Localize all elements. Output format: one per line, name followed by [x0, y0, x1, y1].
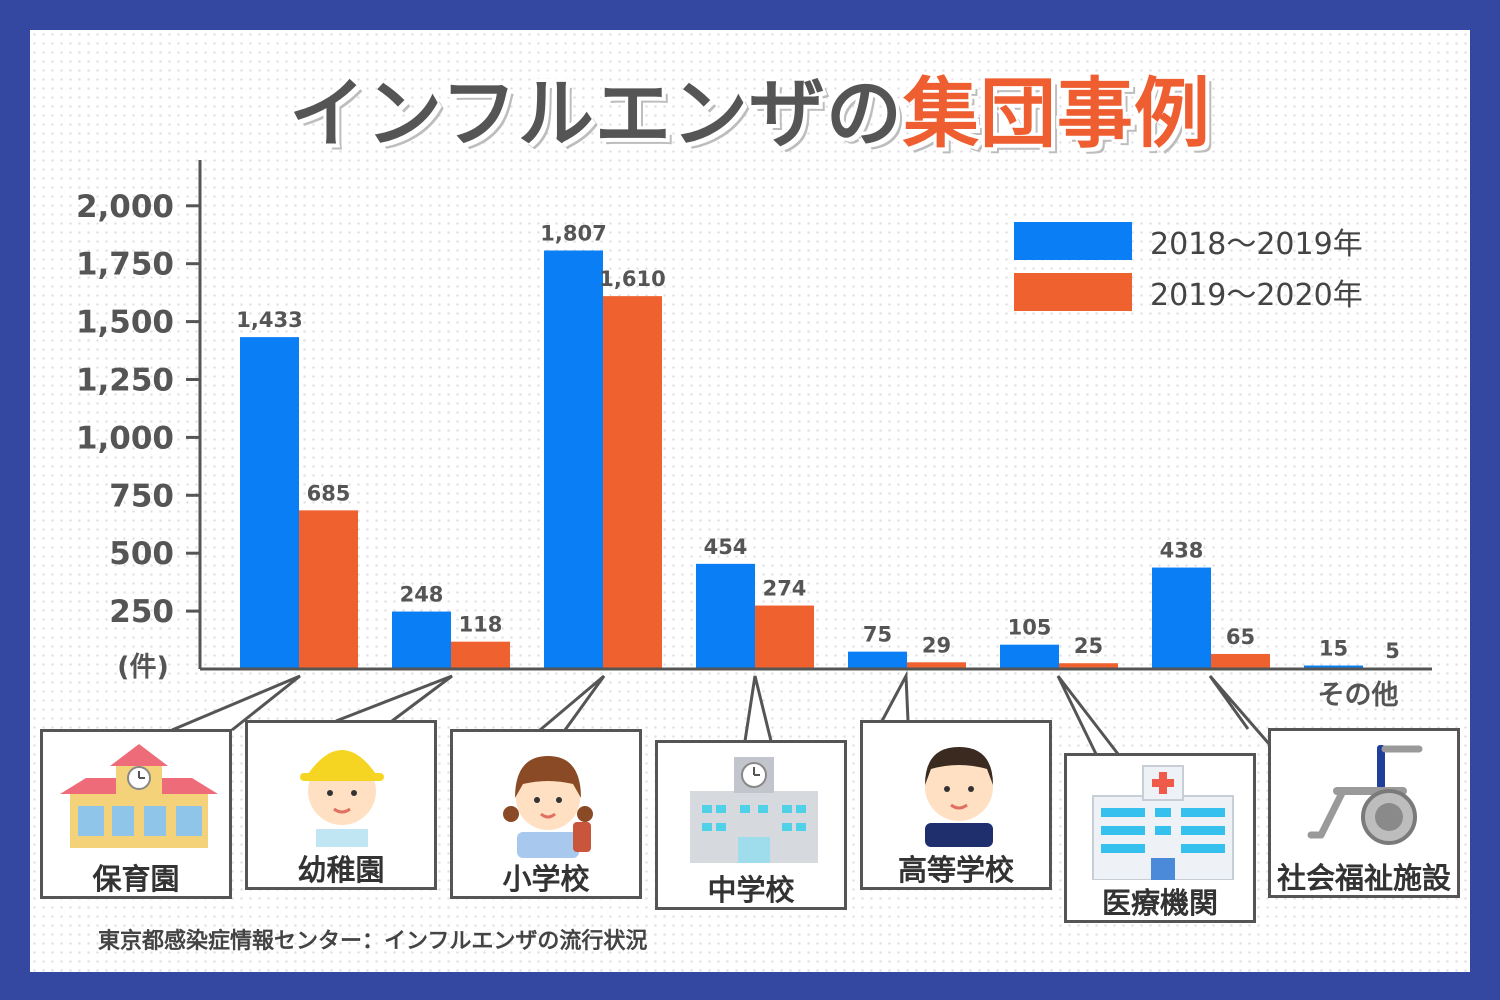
- data-label: 685: [307, 481, 351, 505]
- bar-series1: [848, 651, 907, 669]
- legend-label-series1: 2018〜2019年: [1150, 227, 1363, 262]
- bar-series1: [240, 337, 299, 669]
- category-label-other: その他: [1318, 680, 1399, 711]
- y-tick-label: 1,250: [76, 363, 174, 399]
- y-axis-ticks: 250 500 750 1,000 1,250 1,500 1,750 2,000: [76, 189, 200, 630]
- callout-connector: [880, 670, 910, 722]
- data-label: 65: [1226, 625, 1255, 649]
- data-label: 1,610: [599, 267, 665, 291]
- y-tick-label: 1,750: [76, 247, 174, 283]
- elementary-school-girl-icon: [503, 756, 593, 858]
- category-label: 高等学校: [897, 853, 1014, 887]
- data-label: 29: [922, 633, 951, 657]
- data-label: 1,433: [236, 308, 302, 332]
- data-label: 1,807: [540, 221, 606, 245]
- data-label: 25: [1074, 634, 1103, 658]
- hospital-building-icon: [1092, 765, 1234, 880]
- category-label: 中学校: [707, 873, 795, 907]
- bar-series2: [755, 605, 814, 669]
- callout-connector: [1208, 675, 1272, 746]
- data-label: 454: [704, 535, 748, 559]
- chart-title-part2: 集団事例: [902, 69, 1211, 158]
- category-box-hospital: 医療機関: [1064, 753, 1256, 923]
- middle-school-building-icon: [690, 757, 818, 863]
- y-tick-label: 2,000: [76, 189, 174, 225]
- callout-connector: [1056, 675, 1120, 755]
- bar-series2: [907, 662, 966, 669]
- data-label: 5: [1385, 639, 1400, 663]
- kindergarten-child-icon: [300, 750, 384, 847]
- bar-series1: [392, 611, 451, 669]
- chart-title-part1: インフルエンザの: [289, 69, 903, 158]
- category-label: 幼稚園: [297, 853, 385, 887]
- bar-series1: [1304, 665, 1363, 669]
- legend: 2018〜2019年 2019〜2020年: [1014, 222, 1363, 313]
- y-tick-label: 1,000: [76, 420, 174, 456]
- data-label: 15: [1319, 637, 1348, 661]
- legend-swatch-series2: [1014, 273, 1132, 311]
- y-tick-label: 500: [109, 536, 174, 572]
- bar-series2: [603, 296, 662, 669]
- category-label: 小学校: [502, 862, 590, 896]
- bar-series1: [1000, 644, 1059, 669]
- wheelchair-icon: [1307, 745, 1423, 845]
- data-label: 438: [1160, 539, 1204, 563]
- bar-series2: [451, 641, 510, 669]
- data-label: 248: [400, 583, 444, 607]
- category-label: 社会福祉施設: [1276, 861, 1451, 895]
- callout-connector: [539, 674, 606, 732]
- category-box-elementary: 小学校: [450, 729, 642, 899]
- bar-series1: [696, 563, 755, 669]
- bar-series1: [1152, 567, 1211, 669]
- callout-connector: [743, 675, 773, 742]
- category-label: 医療機関: [1101, 886, 1218, 920]
- category-box-middle-school: 中学校: [655, 740, 847, 910]
- callout-connector: [171, 674, 301, 732]
- bar-series1: [544, 250, 603, 670]
- y-tick-label: 250: [109, 594, 174, 630]
- legend-label-series2: 2019〜2020年: [1150, 278, 1363, 313]
- category-box-kindergarten: 幼稚園: [245, 720, 437, 890]
- nursery-school-building-icon: [60, 744, 218, 848]
- legend-swatch-series1: [1014, 222, 1132, 260]
- category-label: 保育園: [92, 862, 180, 896]
- callout-connectors: [171, 670, 1272, 755]
- category-box-welfare: 社会福祉施設: [1268, 728, 1460, 898]
- data-label: 274: [763, 577, 807, 601]
- category-box-nursery: 保育園: [40, 729, 232, 899]
- y-tick-label: 1,500: [76, 305, 174, 341]
- chart-title: インフルエンザの集団事例: [0, 52, 1500, 162]
- callout-connector: [335, 674, 453, 723]
- bar-series2: [1059, 663, 1118, 669]
- y-axis-unit-label: (件): [117, 652, 169, 683]
- data-label: 118: [459, 613, 503, 637]
- y-tick-label: 750: [109, 478, 174, 514]
- bar-series2: [1211, 653, 1270, 669]
- data-label: 105: [1008, 616, 1052, 640]
- bar-series2: [299, 510, 358, 669]
- category-box-high-school: 高等学校: [860, 720, 1052, 890]
- source-note: 東京都感染症情報センター：インフルエンザの流行状況: [98, 929, 648, 954]
- data-label: 75: [863, 623, 892, 647]
- high-school-boy-icon: [925, 747, 993, 847]
